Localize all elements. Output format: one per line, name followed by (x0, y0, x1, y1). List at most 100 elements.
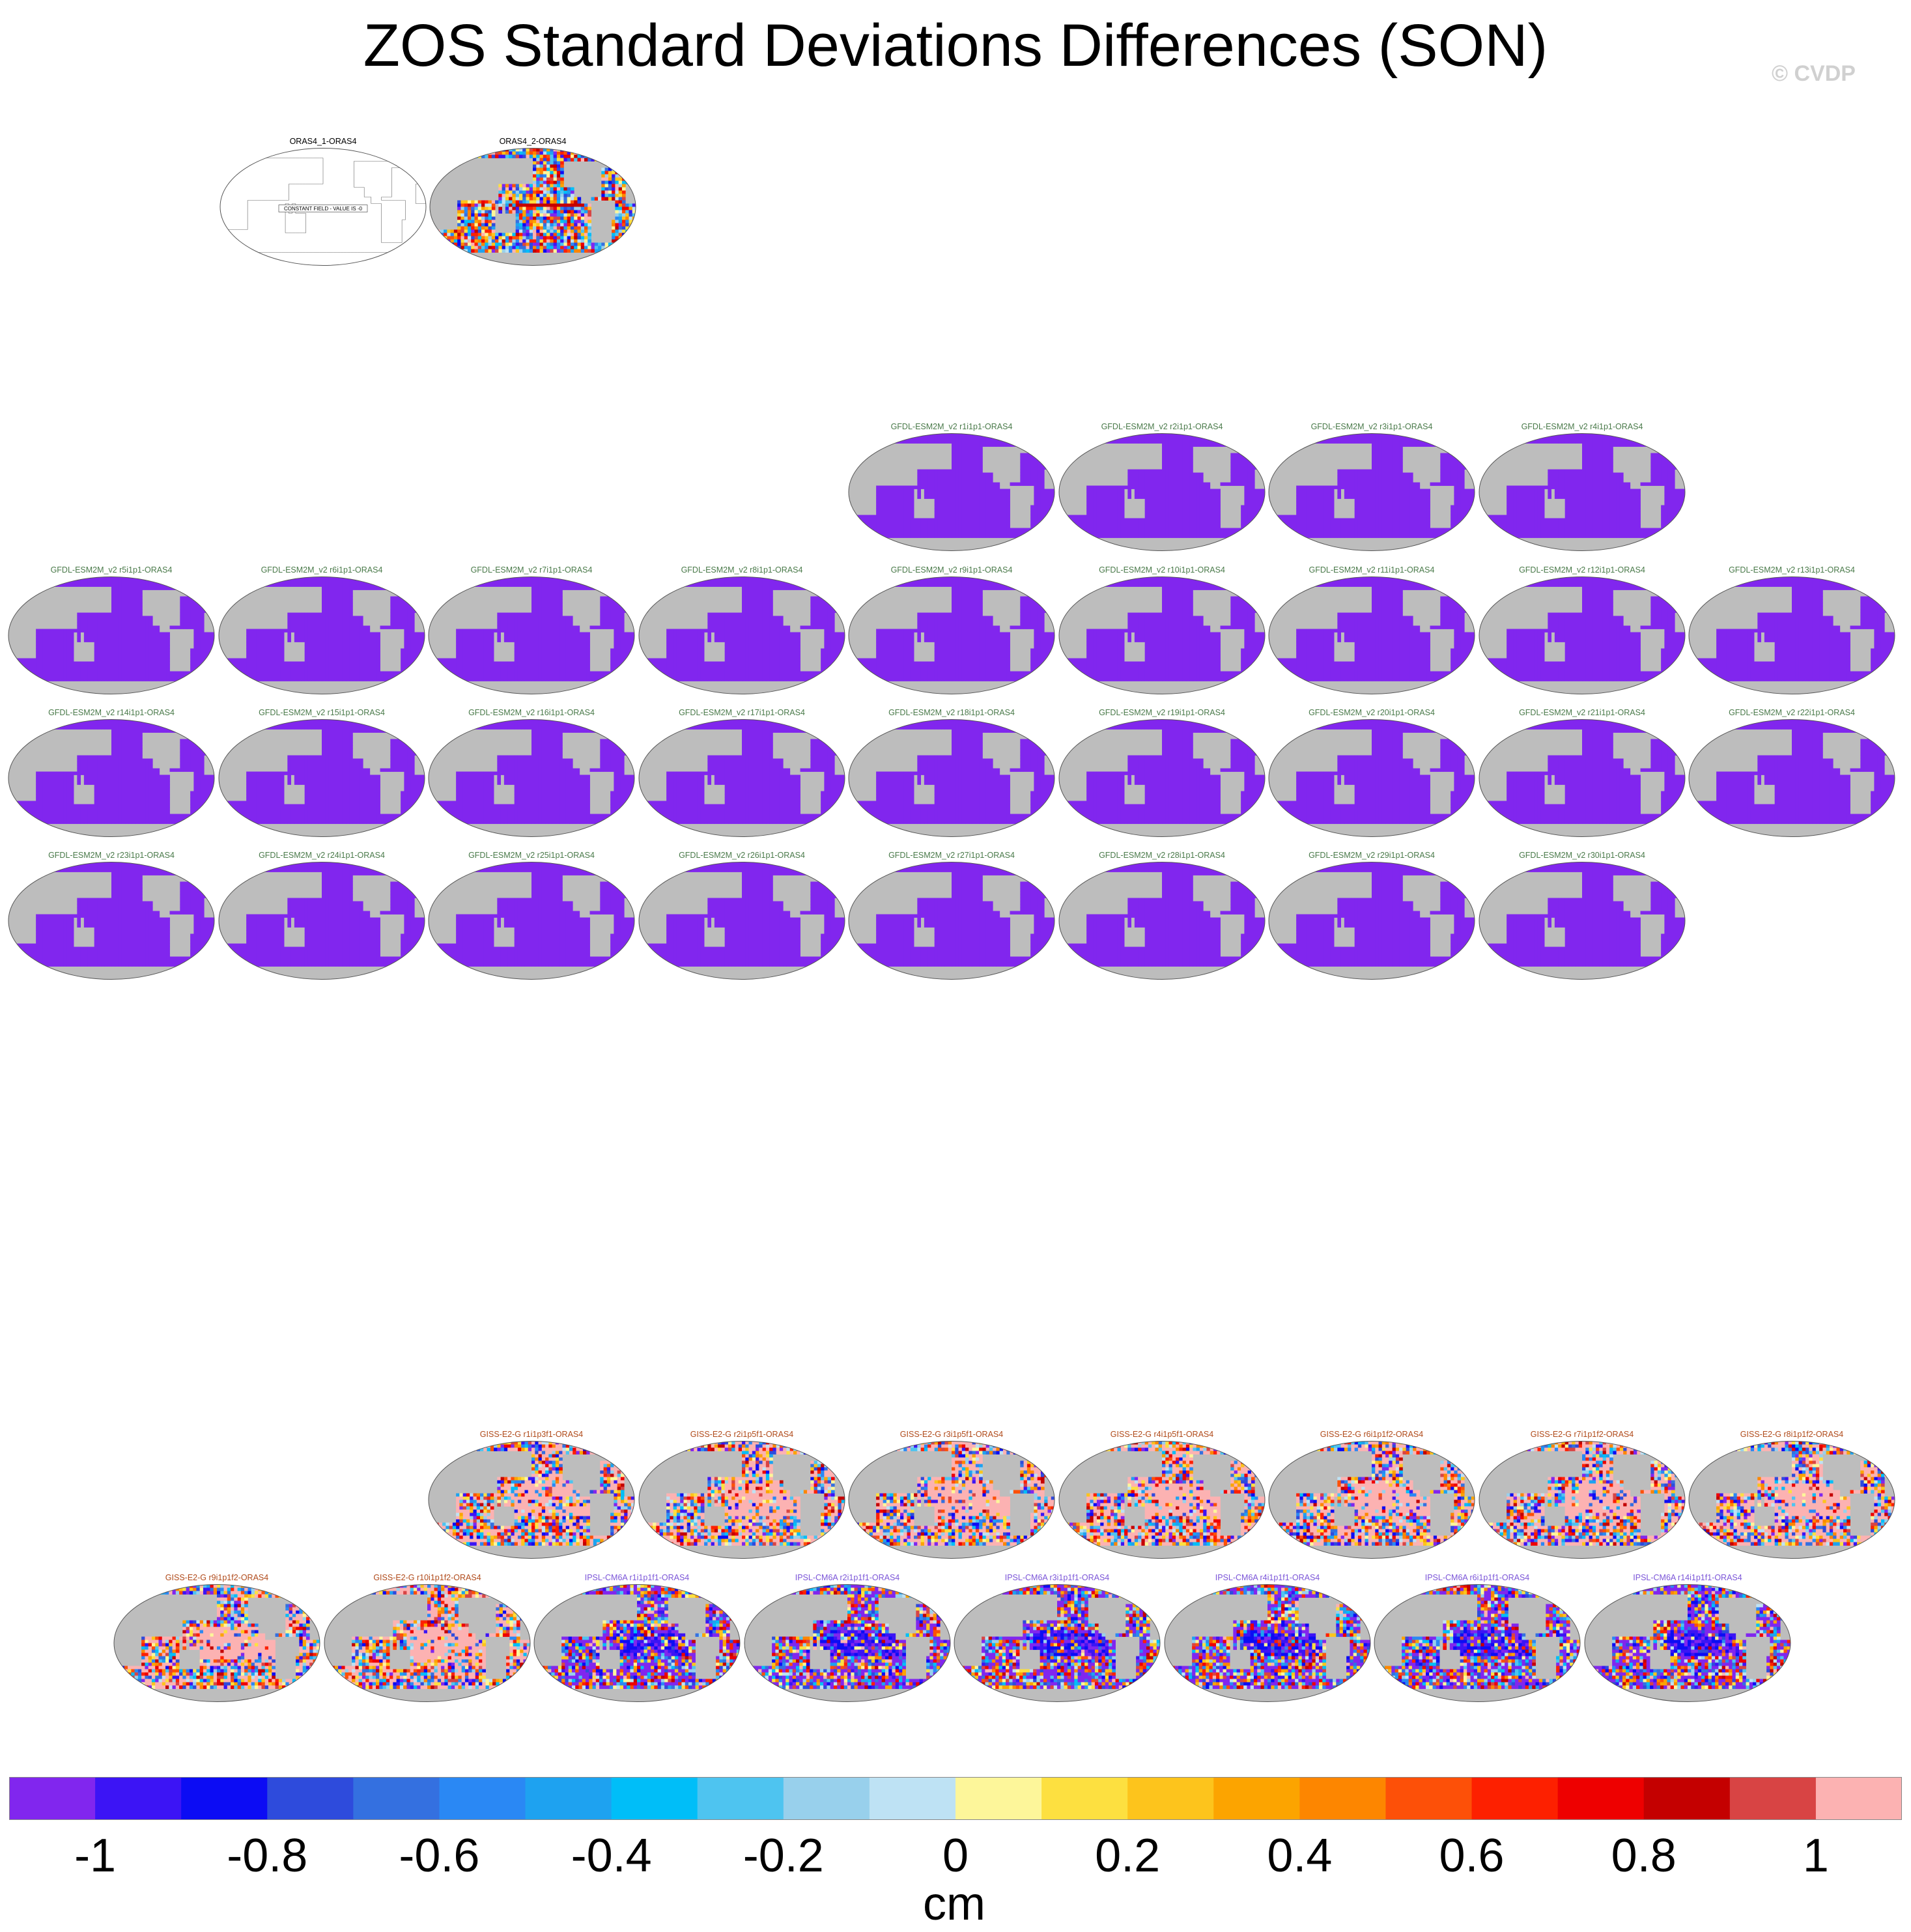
panel-title: GFDL-ESM2M_v2 r15i1p1-ORAS4 (218, 708, 426, 717)
world-map (324, 1584, 531, 1702)
world-map (429, 148, 636, 266)
panel-title: GFDL-ESM2M_v2 r19i1p1-ORAS4 (1058, 708, 1266, 717)
world-map (848, 433, 1055, 551)
panel-title: GFDL-ESM2M_v2 r21i1p1-ORAS4 (1478, 708, 1686, 717)
map-panel: GFDL-ESM2M_v2 r4i1p1-ORAS4 (1478, 422, 1686, 556)
map-panel: GISS-E2-G r4i1p5f1-ORAS4 (1058, 1430, 1266, 1563)
world-map (8, 862, 215, 980)
world-map (638, 862, 845, 980)
map-panel: IPSL-CM6A r4i1p1f1-ORAS4 (1163, 1573, 1372, 1707)
map-outline (1688, 576, 1895, 694)
colorbar-segment (1041, 1777, 1128, 1820)
colorbar-segment (1729, 1777, 1817, 1820)
world-map (848, 1441, 1055, 1559)
panel-title: GISS-E2-G r9i1p1f2-ORAS4 (113, 1573, 321, 1582)
panel-title: IPSL-CM6A r6i1p1f1-ORAS4 (1373, 1573, 1581, 1582)
panel-title: IPSL-CM6A r4i1p1f1-ORAS4 (1163, 1573, 1372, 1582)
map-panel: IPSL-CM6A r1i1p1f1-ORAS4 (533, 1573, 741, 1707)
map-outline (1479, 433, 1686, 551)
map-panel: IPSL-CM6A r14i1p1f1-ORAS4 (1583, 1573, 1792, 1707)
panel-title: GFDL-ESM2M_v2 r7i1p1-ORAS4 (427, 565, 636, 575)
map-panel: GFDL-ESM2M_v2 r16i1p1-ORAS4 (427, 708, 636, 842)
panel-title: GFDL-ESM2M_v2 r1i1p1-ORAS4 (847, 422, 1056, 431)
map-outline (954, 1584, 1161, 1702)
world-map (8, 576, 215, 694)
panel-title: GFDL-ESM2M_v2 r29i1p1-ORAS4 (1267, 851, 1476, 860)
world-map (1688, 719, 1895, 837)
map-outline (428, 1441, 635, 1559)
map-outline (848, 433, 1055, 551)
map-panel: GFDL-ESM2M_v2 r19i1p1-ORAS4 (1058, 708, 1266, 842)
map-outline (8, 862, 215, 980)
panel-title: GISS-E2-G r7i1p1f2-ORAS4 (1478, 1430, 1686, 1439)
colorbar-segment (1213, 1777, 1300, 1820)
panel-title: GFDL-ESM2M_v2 r6i1p1-ORAS4 (218, 565, 426, 575)
colorbar-tick-label: 0.2 (1095, 1829, 1160, 1882)
world-map (848, 576, 1055, 694)
world-map: CONSTANT FIELD - VALUE IS -0 (219, 148, 427, 266)
map-panel: GFDL-ESM2M_v2 r13i1p1-ORAS4 (1688, 565, 1896, 699)
map-panel: GISS-E2-G r9i1p1f2-ORAS4 (113, 1573, 321, 1707)
map-outline (1058, 862, 1266, 980)
colorbar-tick-label: 0.8 (1611, 1829, 1677, 1882)
panel-title: IPSL-CM6A r2i1p1f1-ORAS4 (743, 1573, 952, 1582)
map-outline (428, 862, 635, 980)
world-map (8, 719, 215, 837)
map-panel: GFDL-ESM2M_v2 r7i1p1-ORAS4 (427, 565, 636, 699)
map-panel: GISS-E2-G r10i1p1f2-ORAS4 (323, 1573, 531, 1707)
map-panel: GFDL-ESM2M_v2 r20i1p1-ORAS4 (1267, 708, 1476, 842)
world-map (1268, 719, 1475, 837)
world-map (848, 719, 1055, 837)
colorbar-tick-label: 1 (1803, 1829, 1829, 1882)
map-outline (1268, 719, 1475, 837)
map-outline (638, 1441, 845, 1559)
map-outline (324, 1584, 531, 1702)
map-outline (1058, 576, 1266, 694)
world-map (218, 719, 425, 837)
panel-title: GISS-E2-G r3i1p5f1-ORAS4 (847, 1430, 1056, 1439)
panel-title: GFDL-ESM2M_v2 r3i1p1-ORAS4 (1267, 422, 1476, 431)
world-map (428, 1441, 635, 1559)
map-outline (1479, 576, 1686, 694)
map-outline (1479, 1441, 1686, 1559)
map-outline (1584, 1584, 1791, 1702)
map-panel: GFDL-ESM2M_v2 r15i1p1-ORAS4 (218, 708, 426, 842)
world-map (1584, 1584, 1791, 1702)
world-map (1058, 576, 1266, 694)
map-outline (848, 1441, 1055, 1559)
map-panel: GFDL-ESM2M_v2 r1i1p1-ORAS4 (847, 422, 1056, 556)
panel-title: GISS-E2-G r4i1p5f1-ORAS4 (1058, 1430, 1266, 1439)
map-outline (533, 1584, 741, 1702)
panel-title: GFDL-ESM2M_v2 r13i1p1-ORAS4 (1688, 565, 1896, 575)
map-panel: GFDL-ESM2M_v2 r28i1p1-ORAS4 (1058, 851, 1266, 984)
world-map (1479, 1441, 1686, 1559)
panel-title: GFDL-ESM2M_v2 r4i1p1-ORAS4 (1478, 422, 1686, 431)
colorbar-segment (95, 1777, 182, 1820)
world-map (428, 576, 635, 694)
panel-title: GFDL-ESM2M_v2 r27i1p1-ORAS4 (847, 851, 1056, 860)
map-outline (1688, 1441, 1895, 1559)
panel-title: GISS-E2-G r8i1p1f2-ORAS4 (1688, 1430, 1896, 1439)
map-outline (218, 862, 425, 980)
map-panel: GFDL-ESM2M_v2 r27i1p1-ORAS4 (847, 851, 1056, 984)
world-map (638, 719, 845, 837)
map-panel: IPSL-CM6A r2i1p1f1-ORAS4 (743, 1573, 952, 1707)
world-map (638, 1441, 845, 1559)
colorbar-segment (956, 1777, 1042, 1820)
colorbar-tick-label: 0.6 (1439, 1829, 1504, 1882)
map-panel: GFDL-ESM2M_v2 r18i1p1-ORAS4 (847, 708, 1056, 842)
colorbar-segment (439, 1777, 526, 1820)
colorbar-tick-label: -0.8 (227, 1829, 307, 1882)
map-outline (1268, 433, 1475, 551)
map-outline (428, 576, 635, 694)
panel-title: GFDL-ESM2M_v2 r18i1p1-ORAS4 (847, 708, 1056, 717)
world-map (1268, 576, 1475, 694)
world-map (428, 719, 635, 837)
map-outline (1374, 1584, 1581, 1702)
panel-title: GISS-E2-G r6i1p1f2-ORAS4 (1267, 1430, 1476, 1439)
colorbar-segment (1471, 1777, 1559, 1820)
colorbar-segment (783, 1777, 870, 1820)
world-map (428, 862, 635, 980)
world-map (1268, 1441, 1475, 1559)
panel-title: GFDL-ESM2M_v2 r8i1p1-ORAS4 (638, 565, 846, 575)
